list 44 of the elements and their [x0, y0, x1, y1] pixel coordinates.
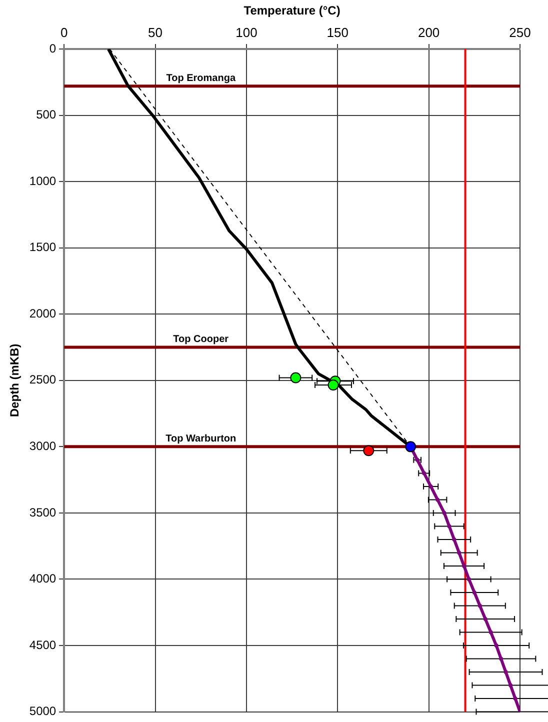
point [513, 696, 518, 701]
y-tick-label: 0 [49, 41, 56, 56]
y-tick-label: 2500 [29, 372, 56, 387]
point [499, 656, 504, 661]
point [483, 617, 488, 622]
point [447, 524, 452, 528]
point [466, 577, 471, 582]
point [504, 670, 508, 674]
y-tick-label: 500 [36, 108, 56, 122]
y-tick-label: 4500 [29, 638, 56, 652]
y-axis-title: Depth (mKB) [8, 344, 22, 418]
point [436, 498, 440, 502]
y-tick-label: 1500 [29, 240, 56, 254]
ref-line-label: Top Eromanga [166, 72, 236, 84]
y-tick-label: 5000 [29, 704, 56, 718]
y-tick-label: 4000 [29, 572, 56, 586]
x-tick-label: 150 [326, 24, 348, 40]
x-tick-label: 250 [509, 24, 531, 40]
x-tick-label: 100 [236, 24, 258, 40]
point [457, 550, 462, 555]
point [428, 484, 433, 488]
x-tick-label: 50 [148, 24, 163, 40]
point [363, 445, 374, 456]
x-tick-label: 0 [60, 24, 68, 40]
point [472, 590, 476, 594]
x-axis-title: Temperature (°C) [244, 4, 340, 18]
point [462, 564, 466, 568]
y-tick-label: 1000 [29, 174, 56, 188]
y-tick-label: 3500 [29, 505, 56, 520]
point [290, 372, 302, 384]
point [328, 380, 339, 391]
point [488, 630, 493, 634]
point [422, 471, 426, 476]
point [478, 604, 482, 608]
ref-line-label: Top Cooper [173, 334, 229, 346]
y-tick-label: 2000 [29, 306, 56, 320]
y-tick-label: 3000 [29, 438, 56, 453]
ref-line-label: Top Warburton [166, 433, 236, 444]
point [442, 510, 446, 515]
point [494, 644, 498, 648]
point [452, 537, 456, 542]
x-tick-label: 200 [418, 24, 440, 40]
point [508, 683, 513, 688]
point [405, 441, 416, 452]
